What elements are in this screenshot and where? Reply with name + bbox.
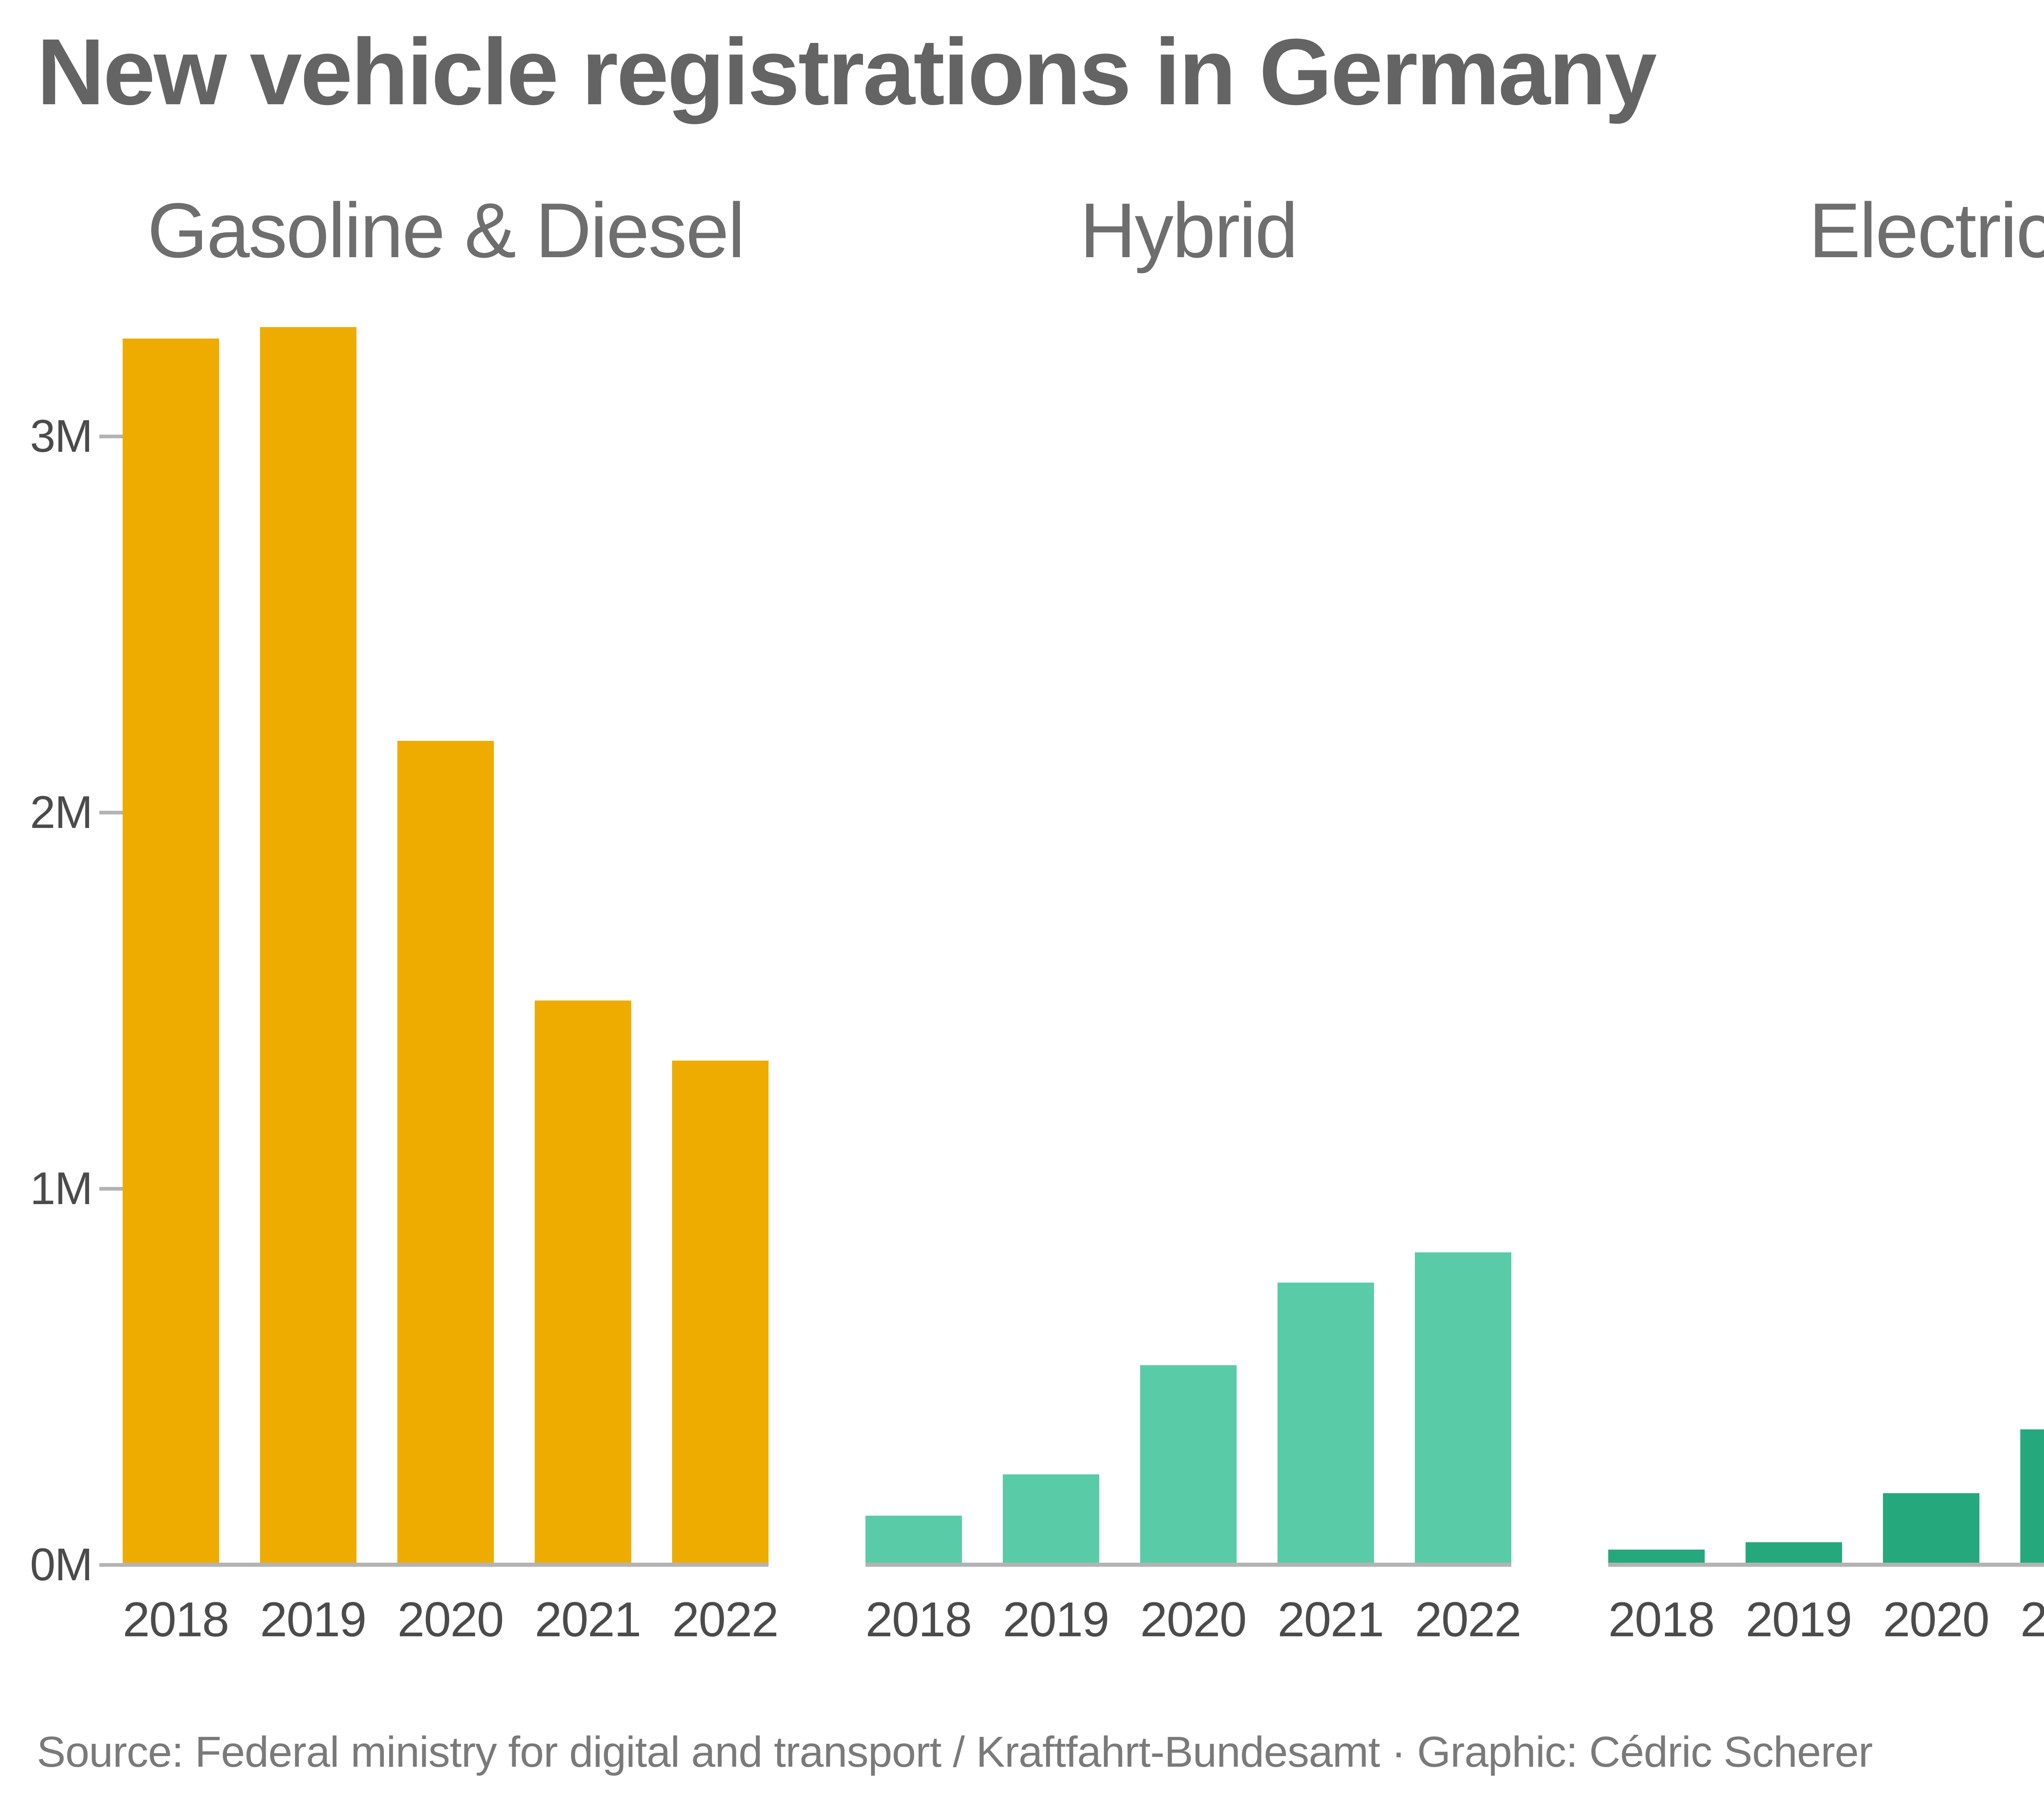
x-axis-line <box>1608 1563 2044 1567</box>
x-axis-line <box>123 1563 769 1567</box>
bar-2020 <box>1883 1493 1979 1565</box>
bar-group-gasoline-diesel <box>123 286 769 1565</box>
source-caption: Source: Federal ministry for digital and… <box>37 1728 1873 1776</box>
y-tick-mark <box>99 435 123 438</box>
bar-2018 <box>865 1516 962 1565</box>
x-tick-label: 2018 <box>1608 1592 1715 1647</box>
y-axis: 0M 1M 2M 3M <box>0 0 123 1799</box>
bar-2018 <box>123 339 219 1565</box>
y-tick-label: 2M <box>30 787 93 838</box>
x-tick-label: 2022 <box>672 1592 779 1647</box>
bar-2022 <box>672 1061 769 1565</box>
bar-2018 <box>1608 1550 1705 1565</box>
x-tick-label: 2019 <box>1003 1592 1109 1647</box>
bar-2021 <box>535 1000 631 1565</box>
panel-gasoline-diesel: Gasoline & Diesel 2018 2019 2020 2021 2022 <box>123 0 779 1799</box>
facet-label-electric: Electric <box>1809 187 2044 274</box>
x-tick-label: 2020 <box>1883 1592 1990 1647</box>
x-axis-labels: 2018 2019 2020 2021 2022 <box>123 1592 779 1658</box>
bar-2020 <box>1140 1365 1237 1565</box>
panel-hybrid: Hybrid 2018 2019 2020 2021 2022 <box>865 0 1522 1799</box>
bar-2021 <box>2020 1429 2044 1565</box>
bar-group-hybrid <box>865 286 1511 1565</box>
x-tick-label: 2019 <box>1746 1592 1852 1647</box>
chart-title: New vehicle registrations in Germany <box>37 19 1657 124</box>
x-tick-label: 2021 <box>535 1592 641 1647</box>
x-tick-label: 2018 <box>865 1592 972 1647</box>
bar-2019 <box>1746 1542 1842 1565</box>
x-tick-label: 2022 <box>1415 1592 1522 1647</box>
y-tick-mark <box>99 811 123 814</box>
bar-2021 <box>1278 1283 1374 1565</box>
bar-2022 <box>1415 1252 1511 1565</box>
y-tick-label: 1M <box>30 1163 93 1214</box>
y-tick-mark <box>99 1187 123 1191</box>
bar-2020 <box>397 741 494 1565</box>
x-tick-label: 2020 <box>1140 1592 1247 1647</box>
x-tick-label: 2021 <box>2020 1592 2044 1647</box>
y-tick-label: 0M <box>30 1539 93 1590</box>
bar-group-electric <box>1608 286 2044 1565</box>
x-tick-label: 2019 <box>260 1592 367 1647</box>
x-tick-label: 2020 <box>397 1592 504 1647</box>
bar-2019 <box>1003 1474 1099 1565</box>
x-axis-labels: 2018 2019 2020 2021 2022 <box>865 1592 1522 1658</box>
x-axis-line <box>865 1563 1511 1567</box>
y-tick-mark <box>99 1563 123 1567</box>
x-tick-label: 2018 <box>123 1592 229 1647</box>
facet-label-gasoline-diesel: Gasoline & Diesel <box>147 187 745 274</box>
x-tick-label: 2021 <box>1278 1592 1384 1647</box>
facet-label-hybrid: Hybrid <box>1080 187 1298 274</box>
y-tick-label: 3M <box>30 410 93 462</box>
bar-2019 <box>260 327 356 1565</box>
